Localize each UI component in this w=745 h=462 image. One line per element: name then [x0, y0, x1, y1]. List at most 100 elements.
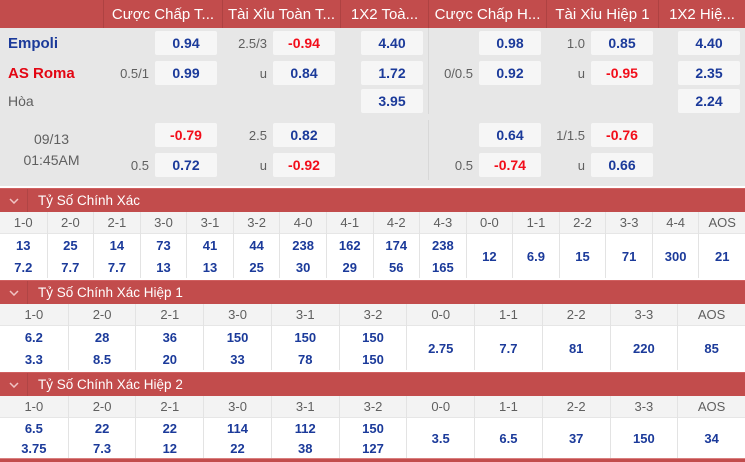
- score-odds-button[interactable]: 56: [389, 259, 404, 275]
- score-odds-button[interactable]: 238: [431, 237, 454, 253]
- handicap-label: 0.5/1: [120, 65, 149, 81]
- score-odds-button[interactable]: 14: [109, 237, 125, 253]
- score-odds-button[interactable]: 3.3: [24, 351, 43, 367]
- score-column-header: 3-2: [339, 396, 407, 418]
- odds-button[interactable]: -0.76: [591, 123, 653, 147]
- score-odds-button[interactable]: 150: [362, 420, 384, 436]
- odds-button[interactable]: 0.98: [479, 31, 541, 55]
- odds-button[interactable]: 0.72: [155, 153, 217, 177]
- score-odds-button[interactable]: 41: [202, 237, 218, 253]
- score-odds-button[interactable]: 7.7: [499, 340, 518, 356]
- score-column-header: 1-0: [0, 304, 68, 326]
- section-header[interactable]: Tỷ Số Chính Xác: [0, 188, 745, 212]
- odds-button[interactable]: 3.95: [361, 89, 423, 113]
- score-odds-button[interactable]: 6.5: [499, 430, 518, 446]
- score-odds-button[interactable]: 38: [298, 440, 313, 456]
- score-odds-button[interactable]: 13: [16, 237, 31, 253]
- score-odds-button[interactable]: 2.75: [428, 340, 454, 356]
- odds-button[interactable]: 2.24: [678, 89, 740, 113]
- score-odds-button[interactable]: 7.2: [14, 259, 33, 275]
- odds-button[interactable]: 0.85: [591, 31, 653, 55]
- odds-button[interactable]: 1.72: [361, 61, 423, 85]
- match-datetime-line: 01:45AM: [23, 152, 80, 168]
- odds-button[interactable]: 0.66: [591, 153, 653, 177]
- score-odds-button[interactable]: 3.75: [21, 440, 47, 456]
- score-odds-button[interactable]: 7.7: [61, 259, 80, 275]
- score-column: 1-0 6.5 3.75: [0, 396, 68, 458]
- odds-button[interactable]: -0.94: [273, 31, 335, 55]
- odds-cell: 1.72: [340, 58, 428, 88]
- score-odds-button[interactable]: 20: [162, 351, 178, 367]
- score-odds-button[interactable]: 6.5: [24, 420, 43, 436]
- score-odds-button[interactable]: 13: [156, 259, 171, 275]
- score-odds-button[interactable]: 22: [94, 420, 110, 436]
- section-header[interactable]: Tỷ Số Chính Xác Hiệp 2: [0, 372, 745, 396]
- odds-button[interactable]: 0.84: [273, 61, 335, 85]
- odds-button[interactable]: 2.35: [678, 61, 740, 85]
- score-odds-button[interactable]: 7.7: [107, 259, 126, 275]
- score-odds-button[interactable]: 29: [342, 259, 357, 275]
- score-column-header: 3-0: [140, 212, 187, 234]
- score-odds-button[interactable]: 30: [295, 259, 311, 275]
- score-odds-button[interactable]: 13: [202, 259, 218, 275]
- score-odds-button[interactable]: 85: [704, 340, 719, 356]
- score-odds-button[interactable]: 33: [230, 351, 245, 367]
- odds-button[interactable]: 0.64: [479, 123, 541, 147]
- score-column: 3-0 73 13: [139, 212, 187, 278]
- score-column-header: AOS: [678, 304, 745, 326]
- odds-cell: 3.95: [340, 88, 428, 114]
- score-odds-group: 44 25: [233, 234, 280, 278]
- odds-button[interactable]: 0.92: [479, 61, 541, 85]
- odds-button[interactable]: -0.95: [591, 61, 653, 85]
- collapsed-section-bar[interactable]: [0, 458, 745, 462]
- score-odds-button[interactable]: 112: [294, 420, 316, 436]
- score-odds-button[interactable]: 73: [156, 237, 171, 253]
- score-odds-button[interactable]: 150: [226, 329, 249, 345]
- score-odds-button[interactable]: 37: [568, 430, 584, 446]
- odds-button[interactable]: -0.74: [479, 153, 541, 177]
- score-odds-button[interactable]: 15: [575, 248, 590, 264]
- score-odds-button[interactable]: 21: [714, 248, 730, 264]
- score-odds-button[interactable]: 25: [249, 259, 264, 275]
- score-odds-button[interactable]: 7.3: [93, 440, 112, 456]
- score-odds-button[interactable]: 12: [482, 248, 497, 264]
- score-odds-button[interactable]: 165: [431, 259, 454, 275]
- odds-button[interactable]: -0.79: [155, 123, 217, 147]
- score-odds-button[interactable]: 12: [162, 440, 178, 456]
- score-odds-button[interactable]: 28: [94, 329, 110, 345]
- score-odds-button[interactable]: 81: [568, 340, 584, 356]
- score-odds-button[interactable]: 34: [704, 430, 719, 446]
- score-odds-button[interactable]: 78: [298, 351, 313, 367]
- odds-button[interactable]: 4.40: [361, 31, 423, 55]
- score-odds-button[interactable]: 22: [162, 420, 178, 436]
- odds-button[interactable]: 0.99: [155, 61, 217, 85]
- score-odds-button[interactable]: 36: [162, 329, 178, 345]
- score-odds-button[interactable]: 174: [385, 237, 408, 253]
- score-odds-button[interactable]: 238: [292, 237, 314, 253]
- score-odds-button[interactable]: 220: [633, 340, 655, 356]
- odds-button[interactable]: 4.40: [678, 31, 740, 55]
- score-odds-button[interactable]: 44: [249, 237, 264, 253]
- score-odds-button[interactable]: 6.9: [526, 248, 545, 264]
- score-odds-button[interactable]: 300: [664, 248, 687, 264]
- score-odds-button[interactable]: 25: [63, 237, 78, 253]
- score-odds-button[interactable]: 8.5: [93, 351, 112, 367]
- odds-button[interactable]: 0.94: [155, 31, 217, 55]
- score-column: 0-0 3.5: [406, 396, 475, 458]
- score-odds-button[interactable]: 114: [227, 420, 249, 436]
- score-column-header: 2-1: [94, 212, 140, 234]
- score-odds-button[interactable]: 3.5: [431, 430, 450, 446]
- score-odds-button[interactable]: 150: [633, 430, 655, 446]
- score-odds-button[interactable]: 71: [621, 248, 637, 264]
- section-header[interactable]: Tỷ Số Chính Xác Hiệp 1: [0, 280, 745, 304]
- score-odds-button[interactable]: 127: [362, 440, 384, 456]
- score-odds-group: 13 7.2: [0, 234, 47, 278]
- odds-button[interactable]: -0.92: [273, 153, 335, 177]
- odds-button[interactable]: 0.82: [273, 123, 335, 147]
- score-odds-button[interactable]: 162: [338, 237, 361, 253]
- score-odds-button[interactable]: 6.2: [24, 329, 43, 345]
- score-odds-button[interactable]: 150: [362, 329, 384, 345]
- score-odds-button[interactable]: 150: [362, 351, 384, 367]
- score-odds-button[interactable]: 150: [294, 329, 317, 345]
- score-odds-button[interactable]: 22: [230, 440, 245, 456]
